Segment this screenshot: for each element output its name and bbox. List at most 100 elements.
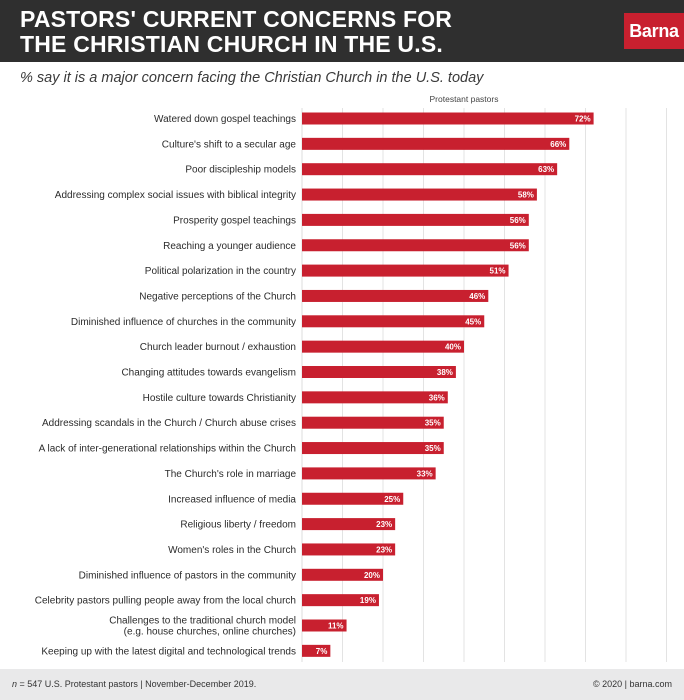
category-label-line: Women's roles in the Church [168, 545, 296, 556]
category-label-line: Celebrity pastors pulling people away fr… [35, 596, 296, 607]
data-label: 25% [384, 495, 400, 504]
sample-note-text: = 547 U.S. Protestant pastors | November… [17, 679, 257, 689]
bar [302, 644, 331, 657]
bar [302, 442, 444, 455]
category-label-line: Changing attitudes towards evangelism [121, 368, 296, 379]
category-label-line: A lack of inter-generational relationshi… [39, 444, 296, 455]
category-label-line: Diminished influence of pastors in the c… [79, 570, 296, 581]
data-label: 72% [575, 115, 591, 124]
data-label: 45% [465, 317, 481, 326]
category-label: A lack of inter-generational relationshi… [39, 444, 296, 455]
category-label-line: (e.g. house churches, online churches) [124, 627, 296, 638]
data-label: 46% [469, 292, 485, 301]
category-label: Prosperity gospel teachings [173, 215, 296, 226]
category-label-line: Challenges to the traditional church mod… [109, 616, 296, 627]
category-label: Poor discipleship models [185, 165, 296, 176]
data-label: 35% [425, 419, 441, 428]
category-label: Watered down gospel teachings [154, 114, 296, 125]
category-label: Diminished influence of churches in the … [71, 317, 296, 328]
bar [302, 391, 448, 404]
bar [302, 239, 529, 252]
category-label: Keeping up with the latest digital and t… [41, 646, 296, 657]
bar [302, 594, 379, 607]
category-label: Hostile culture towards Christianity [143, 393, 296, 404]
category-label: Negative perceptions of the Church [139, 291, 296, 302]
bar [302, 213, 529, 226]
data-label: 20% [364, 571, 380, 580]
bar [302, 492, 404, 505]
category-label: Celebrity pastors pulling people away fr… [35, 596, 296, 607]
data-label: 7% [316, 647, 328, 656]
bar [302, 137, 570, 150]
bar [302, 188, 537, 201]
title-line-2: THE CHRISTIAN CHURCH IN THE U.S. [20, 31, 443, 57]
category-label: The Church's role in marriage [165, 469, 297, 480]
category-label-line: Negative perceptions of the Church [139, 291, 296, 302]
category-label: Reaching a younger audience [163, 241, 296, 252]
category-label-line: Diminished influence of churches in the … [71, 317, 296, 328]
data-label: 23% [376, 545, 392, 554]
data-label: 35% [425, 444, 441, 453]
data-label: 23% [376, 520, 392, 529]
data-label: 40% [445, 343, 461, 352]
category-label: Challenges to the traditional church mod… [109, 616, 296, 638]
category-label: Diminished influence of pastors in the c… [79, 570, 296, 581]
bar [302, 340, 464, 353]
bar [302, 543, 396, 556]
category-label: Women's roles in the Church [168, 545, 296, 556]
data-label: 63% [538, 165, 554, 174]
column-header: Protestant pastors [430, 94, 499, 104]
header-bar: PASTORS' CURRENT CONCERNS FOR THE CHRIST… [0, 0, 684, 62]
category-label: Changing attitudes towards evangelism [121, 368, 296, 379]
category-label-line: Reaching a younger audience [163, 241, 296, 252]
category-label-line: Increased influence of media [168, 494, 296, 505]
data-label: 66% [550, 140, 566, 149]
bar [302, 112, 594, 125]
bar [302, 416, 444, 429]
category-label-line: Keeping up with the latest digital and t… [41, 646, 296, 657]
category-label-line: Watered down gospel teachings [154, 114, 296, 125]
data-label: 51% [490, 267, 506, 276]
bar [302, 315, 485, 328]
bar [302, 366, 456, 378]
data-label: 56% [510, 241, 526, 250]
category-label-line: Addressing scandals in the Church / Chur… [42, 418, 296, 429]
category-label-line: Addressing complex social issues with bi… [55, 190, 296, 201]
category-label-line: Religious liberty / freedom [180, 520, 296, 531]
bar [302, 518, 396, 531]
data-label: 36% [429, 393, 445, 402]
data-label: 38% [437, 368, 453, 377]
data-label: 19% [360, 596, 376, 605]
bar-chart: Protestant pastors 72% 66% 63% 58% 56% 56% 51%… [35, 94, 667, 662]
category-label-line: Culture's shift to a secular age [162, 139, 297, 150]
data-label: 11% [328, 622, 344, 631]
title-line-1: PASTORS' CURRENT CONCERNS FOR [20, 6, 453, 32]
bar [302, 289, 489, 302]
sample-n-label: n [12, 679, 18, 689]
barna-logo: Barna [624, 13, 684, 49]
copyright: © 2020 | barna.com [592, 679, 672, 689]
chart-subtitle: % say it is a major concern facing the C… [20, 70, 484, 86]
bar [302, 568, 383, 581]
category-label-line: Hostile culture towards Christianity [143, 393, 296, 404]
data-label: 56% [510, 216, 526, 225]
sample-note: n = 547 U.S. Protestant pastors | Novemb… [12, 679, 256, 689]
category-label: Addressing complex social issues with bi… [55, 190, 296, 201]
category-label: Political polarization in the country [145, 266, 296, 277]
data-label: 58% [518, 191, 534, 200]
category-label: Religious liberty / freedom [180, 520, 296, 531]
category-label-line: Church leader burnout / exhaustion [140, 342, 296, 353]
category-label: Culture's shift to a secular age [162, 139, 297, 150]
bar [302, 163, 558, 176]
data-label: 33% [417, 469, 433, 478]
bar [302, 264, 509, 277]
category-label-line: Poor discipleship models [185, 165, 296, 176]
bar [302, 619, 347, 632]
category-label-line: Prosperity gospel teachings [173, 215, 296, 226]
category-label: Addressing scandals in the Church / Chur… [42, 418, 296, 429]
category-label: Church leader burnout / exhaustion [140, 342, 296, 353]
page-title: PASTORS' CURRENT CONCERNS FOR THE CHRIST… [20, 7, 600, 57]
category-label: Increased influence of media [168, 494, 296, 505]
category-label-line: The Church's role in marriage [165, 469, 297, 480]
category-label-line: Political polarization in the country [145, 266, 296, 277]
